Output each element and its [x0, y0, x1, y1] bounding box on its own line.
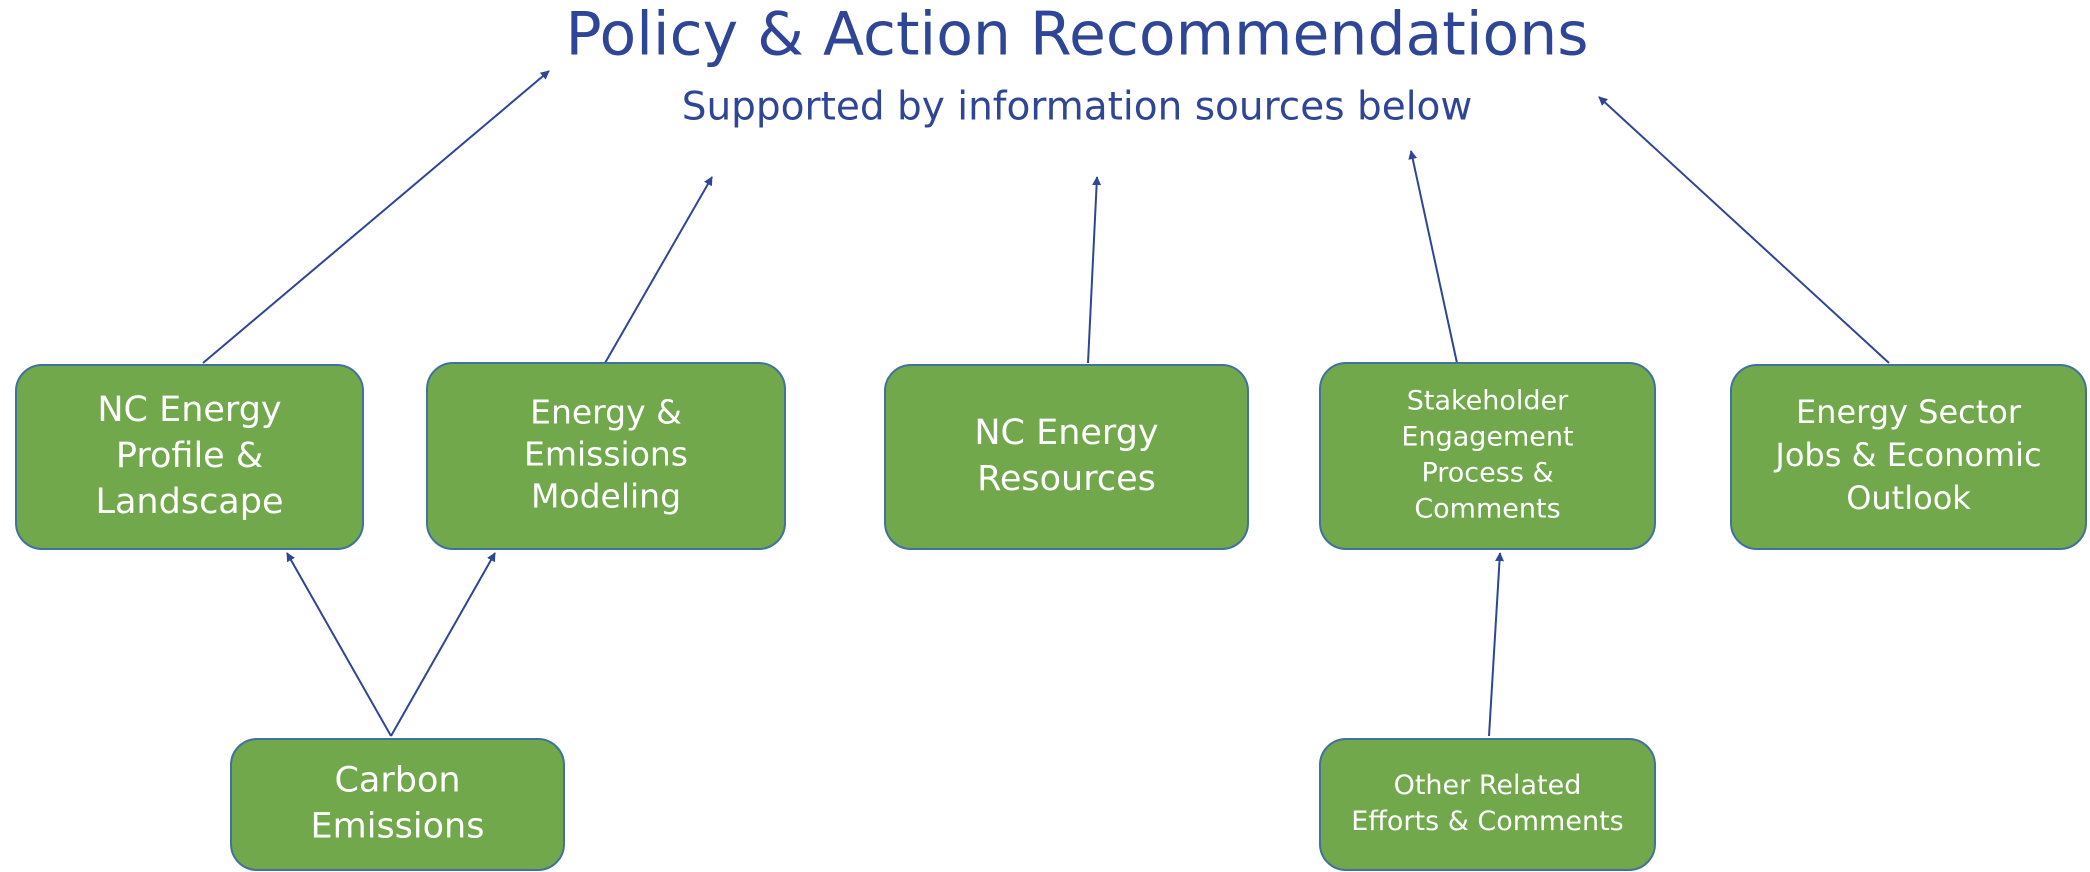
node-box — [884, 364, 1249, 550]
node-label: Stakeholder — [1407, 386, 1569, 417]
node-label: Profile & — [116, 436, 263, 476]
title: Policy & Action Recommendations — [566, 0, 1589, 70]
node-box — [15, 364, 364, 550]
node-label: Landscape — [95, 482, 283, 522]
node-label: Emissions — [311, 807, 485, 847]
node-label: Resources — [977, 459, 1156, 499]
node-label: Efforts & Comments — [1351, 806, 1624, 837]
node-label: Emissions — [524, 435, 688, 474]
node-label: Jobs & Economic — [1773, 436, 2041, 474]
node-label: Energy & — [530, 393, 682, 432]
node-box — [1319, 362, 1656, 550]
node-label: Carbon — [334, 761, 460, 801]
node-box — [1730, 364, 2087, 550]
arrow — [604, 176, 713, 364]
subtitle: Supported by information sources below — [682, 85, 1473, 130]
node-box — [426, 362, 786, 550]
arrow — [286, 552, 392, 737]
arrow — [1408, 150, 1458, 364]
node-label: Engagement — [1401, 422, 1573, 453]
node-label: NC Energy — [974, 413, 1158, 453]
arrow — [390, 552, 496, 737]
node-box — [230, 738, 565, 871]
node-box — [1319, 738, 1656, 871]
arrow — [1488, 552, 1505, 737]
node-label: Comments — [1414, 494, 1560, 525]
node-label: Modeling — [531, 477, 681, 516]
node-label: Other Related — [1394, 770, 1582, 801]
node-label: NC Energy — [97, 390, 281, 430]
arrow — [1598, 96, 1890, 364]
node-label: Energy Sector — [1796, 393, 2022, 431]
arrow — [202, 70, 550, 364]
node-label: Outlook — [1846, 479, 1971, 517]
node-label: Process & — [1421, 458, 1553, 489]
arrow — [1087, 176, 1102, 364]
